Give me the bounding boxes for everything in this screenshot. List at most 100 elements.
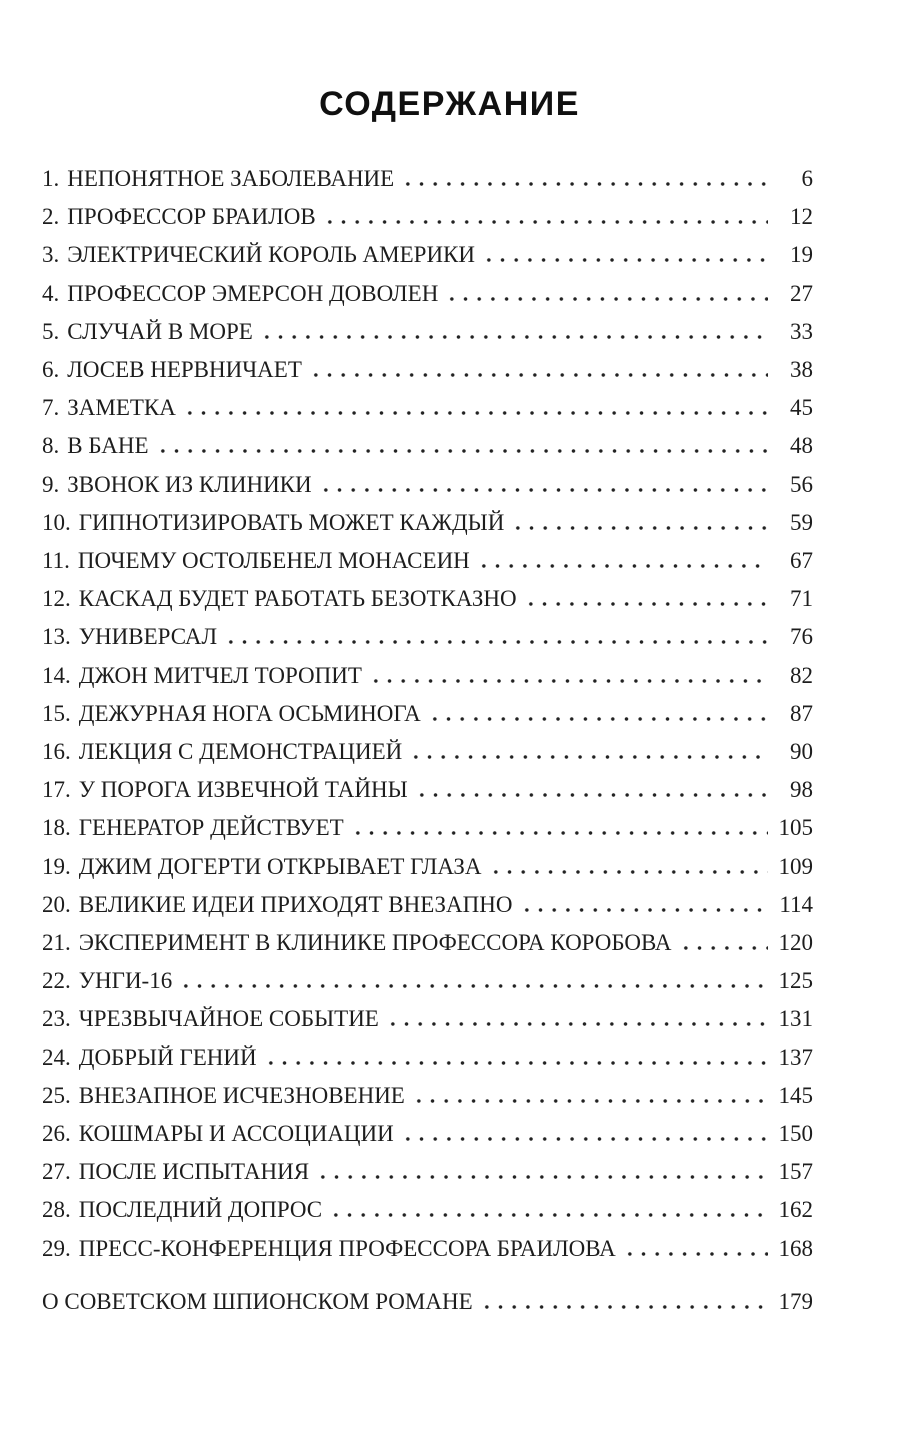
toc-entry-number: 5. [42, 318, 60, 344]
toc-entry: 4. ПРОФЕССОР ЭМЕРСОН ДОВОЛЕН 27 [42, 275, 813, 313]
toc-entry-page: 90 [790, 739, 813, 765]
dot-leader [368, 678, 768, 683]
dot-leader [350, 831, 768, 836]
toc-entry-title: НЕПОНЯТНОЕ ЗАБОЛЕВАНИЕ [67, 166, 395, 191]
toc-entry: 20. ВЕЛИКИЕ ИДЕИ ПРИХОДЯТ ВНЕЗАПНО 114 [42, 886, 813, 924]
toc-entry: 23. ЧРЕЗВЫЧАЙНОЕ СОБЫТИЕ 131 [42, 1000, 813, 1038]
toc-entry-title: ЗВОНОК ИЗ КЛИНИКИ [67, 471, 312, 497]
dot-leader [318, 487, 768, 492]
toc-entry: 12. КАСКАД БУДЕТ РАБОТАТЬ БЕЗОТКАЗНО 71 [42, 580, 813, 618]
toc-entry-title: ПРОФЕССОР БРАИЛОВ [67, 204, 316, 230]
toc-entry-page: 179 [778, 1288, 814, 1314]
dot-leader [482, 258, 768, 263]
toc-entry-title: ПОЧЕМУ ОСТОЛБЕНЕЛ МОНАСЕИН [77, 548, 470, 574]
toc-entry-page: 71 [790, 586, 813, 612]
toc-entry-number: 3. [42, 242, 60, 268]
dot-leader [523, 602, 768, 607]
dot-leader [401, 182, 768, 186]
toc-entry-page: 150 [778, 1121, 814, 1147]
toc-entry-page: 145 [778, 1082, 814, 1108]
toc-entry-page: 114 [779, 891, 813, 917]
toc-entry-title: ДОБРЫЙ ГЕНИЙ [78, 1044, 257, 1070]
toc-entry-number: 4. [42, 280, 60, 306]
toc-entry-title: УНГИ-16 [78, 968, 173, 994]
toc-entry-page: 59 [790, 509, 813, 535]
toc-entry-number: 14. [42, 662, 71, 688]
toc-entry-number: 8. [42, 433, 60, 459]
dot-leader [182, 411, 768, 416]
toc-entry-page: 82 [790, 662, 813, 688]
toc-entry-number: 28. [42, 1197, 71, 1223]
toc-entry: 25. ВНЕЗАПНОЕ ИСЧЕЗНОВЕНИЕ 145 [42, 1077, 813, 1115]
toc-entry-page: 87 [790, 700, 813, 726]
toc-entry: 15. ДЕЖУРНАЯ НОГА ОСЬМИНОГА 87 [42, 695, 813, 733]
dot-leader [622, 1251, 768, 1256]
toc-entry-title: ГЕНЕРАТОР ДЕЙСТВУЕТ [78, 815, 344, 841]
toc-entry-page: 105 [778, 815, 814, 841]
toc-entry-page: 38 [790, 357, 813, 383]
toc-entry-number: 27. [42, 1159, 71, 1185]
dot-leader [329, 1213, 768, 1218]
dot-leader [155, 449, 768, 454]
toc-entry-page: 157 [778, 1159, 814, 1185]
toc-entry: 3. ЭЛЕКТРИЧЕСКИЙ КОРОЛЬ АМЕРИКИ 19 [42, 236, 813, 274]
toc-entry-number: 19. [42, 853, 71, 879]
toc-entry-number: 15. [42, 700, 71, 726]
dot-leader [678, 946, 768, 951]
toc-entry-title: ВНЕЗАПНОЕ ИСЧЕЗНОВЕНИЕ [78, 1082, 405, 1108]
toc-entry: 22. УНГИ-16 125 [42, 962, 813, 1000]
toc-entry-title: ВЕЛИКИЕ ИДЕИ ПРИХОДЯТ ВНЕЗАПНО [78, 891, 513, 917]
toc-entry-title: ПРЕСС-КОНФЕРЕНЦИЯ ПРОФЕССОРА БРАИЛОВА [78, 1235, 616, 1261]
dot-leader [427, 716, 768, 721]
toc-entry-page: 98 [790, 777, 813, 803]
toc-entry-number: 23. [42, 1006, 71, 1032]
toc-entry-page: 67 [790, 548, 813, 574]
toc-entry: 6. ЛОСЕВ НЕРВНИЧАЕТ 38 [42, 351, 813, 389]
toc-entry-title: ЛОСЕВ НЕРВНИЧАЕТ [67, 357, 302, 383]
toc-entry-title: ДЕЖУРНАЯ НОГА ОСЬМИНОГА [78, 700, 421, 726]
toc-entry-page: 45 [790, 395, 813, 421]
dot-leader [179, 984, 768, 989]
toc-entry: 17. У ПОРОГА ИЗВЕЧНОЙ ТАЙНЫ 98 [42, 771, 813, 809]
toc-entry-number: 6. [42, 357, 60, 383]
toc-entry-title: СЛУЧАЙ В МОРЕ [67, 318, 253, 344]
toc-entry: 5. СЛУЧАЙ В МОРЕ 33 [42, 313, 813, 351]
toc-entry-page: 168 [778, 1235, 814, 1261]
toc-entry-number: 13. [42, 624, 71, 650]
toc-entry-number: 2. [42, 204, 60, 230]
toc-entry-page: 27 [790, 280, 813, 306]
toc-entry-number: 17. [42, 777, 71, 803]
dot-leader [511, 525, 768, 530]
toc-entry-page: 131 [778, 1006, 814, 1032]
dot-leader [316, 1175, 768, 1180]
toc-entry-page: 56 [790, 471, 813, 497]
toc-entry: 19. ДЖИМ ДОГЕРТИ ОТКРЫВАЕТ ГЛАЗА 109 [42, 848, 813, 886]
toc-entry-title: ДЖОН МИТЧЕЛ ТОРОПИТ [78, 662, 362, 688]
toc-entry-number: 9. [42, 471, 60, 497]
toc-entry-title: ЗАМЕТКА [67, 395, 176, 421]
toc-entry-title: ГИПНОТИЗИРОВАТЬ МОЖЕТ КАЖДЫЙ [78, 509, 505, 535]
dot-leader [308, 373, 768, 378]
dot-leader [224, 640, 768, 645]
toc-entry-title: КАСКАД БУДЕТ РАБОТАТЬ БЕЗОТКАЗНО [78, 586, 517, 612]
toc-entry-title: ЭЛЕКТРИЧЕСКИЙ КОРОЛЬ АМЕРИКИ [67, 242, 476, 268]
toc-entry: 28. ПОСЛЕДНИЙ ДОПРОС 162 [42, 1191, 813, 1229]
toc-entry: О СОВЕТСКОМ ШПИОНСКОМ РОМАНЕ 179 [42, 1283, 813, 1321]
toc-entry-page: 12 [790, 204, 813, 230]
toc-entry-title: У ПОРОГА ИЗВЕЧНОЙ ТАЙНЫ [78, 777, 408, 803]
toc-entry-number: 10. [42, 509, 71, 535]
toc-entry-title: ПРОФЕССОР ЭМЕРСОН ДОВОЛЕН [67, 280, 439, 306]
toc-entry: 13. УНИВЕРСАЛ 76 [42, 618, 813, 656]
toc-entry: 1. НЕПОНЯТНОЕ ЗАБОЛЕВАНИЕ 6 [42, 160, 813, 198]
toc-entry-page: 120 [778, 930, 814, 956]
toc-entry-title: ПОСЛЕДНИЙ ДОПРОС [78, 1197, 323, 1223]
toc-entry-number: 7. [42, 395, 60, 421]
toc-entry-number: 22. [42, 968, 71, 994]
toc-entry: 24. ДОБРЫЙ ГЕНИЙ 137 [42, 1039, 813, 1077]
toc-entry-number: 11. [42, 548, 70, 574]
toc-entry-number: 1. [42, 166, 60, 191]
toc-entry: 26. КОШМАРЫ И АССОЦИАЦИИ 150 [42, 1115, 813, 1153]
toc-entry-page: 19 [790, 242, 813, 268]
toc-entry: 9. ЗВОНОК ИЗ КЛИНИКИ 56 [42, 466, 813, 504]
toc-entry-number: 29. [42, 1235, 71, 1261]
